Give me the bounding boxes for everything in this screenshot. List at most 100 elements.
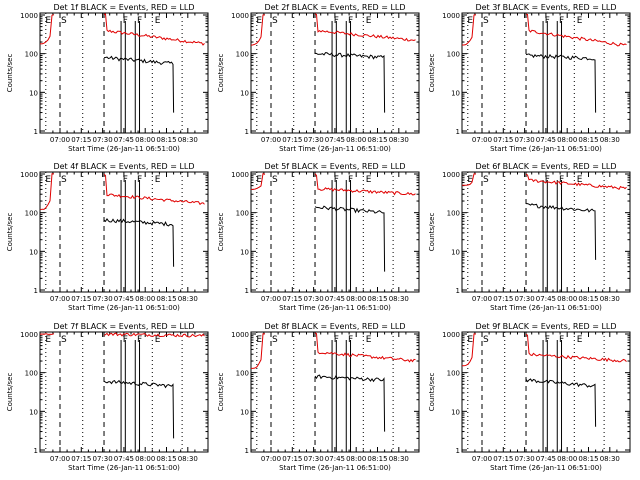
events-series-line [103,217,175,267]
lld-series-line [314,332,416,363]
detector-panel-6: Det 6f BLACK = Events, RED = LLD 1 10 100 10… [428,162,631,312]
y-tick-label: 10 [29,408,38,416]
events-series-line [314,374,386,432]
event-marker-e: E [256,175,262,185]
lld-series-line [103,173,205,206]
x-tick-label: 08:30 [389,295,409,303]
event-marker-f: F [123,335,128,345]
x-tick-label: 07:15 [282,136,302,144]
x-tick-label: 07:45 [536,295,556,303]
x-tick-label: 07:30 [304,295,324,303]
y-tick-label: 10 [451,89,460,97]
lld-series-line [250,14,266,46]
event-marker-s: S [272,335,278,345]
x-tick-label: 07:15 [282,455,302,463]
event-marker-e: E [467,16,473,26]
x-tick-label: 08:15 [367,455,387,463]
event-marker-f: F [348,16,353,26]
event-marker-e: E [577,16,583,26]
event-marker-s: S [272,175,278,185]
x-tick-label: 08:15 [578,455,598,463]
panel-title: Det 7f BLACK = Events, RED = LLD [53,322,194,331]
event-marker-f: F [334,16,339,26]
x-tick-label: 07:30 [515,455,535,463]
y-tick-label: 10 [240,89,249,97]
event-marker-s: S [483,335,489,345]
x-tick-label: 08:15 [367,295,387,303]
y-tick-label: 1 [245,287,249,295]
event-marker-f: F [545,16,550,26]
event-marker-s: S [272,16,278,26]
y-axis-label: Counts/sec [217,373,225,412]
x-tick-label: 07:15 [493,295,513,303]
y-axis-label: Counts/sec [428,213,436,252]
x-tick-label: 08:15 [156,455,176,463]
plot-frame [461,171,631,293]
panel-title: Det 9f BLACK = Events, RED = LLD [475,322,616,331]
x-tick-label: 07:45 [114,455,134,463]
x-tick-label: 07:15 [282,295,302,303]
plot-frame [39,171,209,293]
x-tick-label: 07:30 [93,295,113,303]
x-tick-label: 07:15 [493,455,513,463]
x-tick-label: 08:00 [135,295,155,303]
y-tick-label: 100 [25,210,38,218]
y-axis-label: Counts/sec [6,54,14,93]
event-marker-f: F [123,175,128,185]
plot-frame [250,12,420,134]
y-tick-label: 1000 [20,331,38,339]
x-axis-label: Start Time (26-Jan-11 06:51:00) [279,464,391,472]
x-tick-label: 07:45 [325,136,345,144]
y-tick-label: 100 [25,370,38,378]
y-tick-label: 1 [34,447,38,455]
y-tick-label: 100 [447,51,460,59]
event-marker-f: F [545,175,550,185]
event-marker-e: E [256,335,262,345]
detector-panel-1: Det 1f BLACK = Events, RED = LLD 1 10 100 10… [6,3,209,153]
event-marker-e: E [467,175,473,185]
event-marker-s: S [61,16,67,26]
x-tick-label: 08:00 [135,136,155,144]
y-axis-label: Counts/sec [217,54,225,93]
lld-series-line [525,13,627,47]
x-tick-label: 07:45 [536,136,556,144]
plot-frame [39,331,209,453]
event-marker-e: E [577,175,583,185]
x-axis-label: Start Time (26-Jan-11 06:51:00) [68,464,180,472]
x-tick-label: 08:15 [156,136,176,144]
y-tick-label: 100 [236,210,249,218]
plot-frame [250,331,420,453]
plot-frame [250,171,420,293]
x-tick-label: 07:45 [114,136,134,144]
event-marker-e: E [155,335,161,345]
panel-title: Det 1f BLACK = Events, RED = LLD [53,3,194,12]
y-axis-label: Counts/sec [6,373,14,412]
y-tick-label: 1 [456,447,460,455]
panel-title: Det 8f BLACK = Events, RED = LLD [264,322,405,331]
panel-title: Det 4f BLACK = Events, RED = LLD [53,162,194,171]
x-tick-label: 08:30 [600,455,620,463]
x-tick-label: 07:30 [515,295,535,303]
x-tick-label: 07:00 [261,455,281,463]
y-tick-label: 100 [447,210,460,218]
panel-title: Det 3f BLACK = Events, RED = LLD [475,3,616,12]
y-tick-label: 1 [245,128,249,136]
detector-panel-5: Det 5f BLACK = Events, RED = LLD 1 10 100 10… [217,162,420,312]
x-tick-label: 07:00 [50,136,70,144]
event-marker-s: S [483,175,489,185]
events-series-line [103,379,175,439]
y-tick-label: 100 [236,51,249,59]
x-tick-label: 07:45 [536,455,556,463]
y-tick-label: 1000 [20,171,38,179]
event-marker-f: F [137,16,142,26]
lld-series-line [39,14,55,45]
x-tick-label: 08:00 [135,455,155,463]
x-tick-label: 07:45 [325,295,345,303]
y-tick-label: 1 [456,287,460,295]
event-marker-e: E [256,16,262,26]
lld-series-line [525,173,627,190]
x-tick-label: 08:30 [389,455,409,463]
event-marker-s: S [483,16,489,26]
x-tick-label: 07:30 [93,136,113,144]
event-marker-e: E [45,175,51,185]
